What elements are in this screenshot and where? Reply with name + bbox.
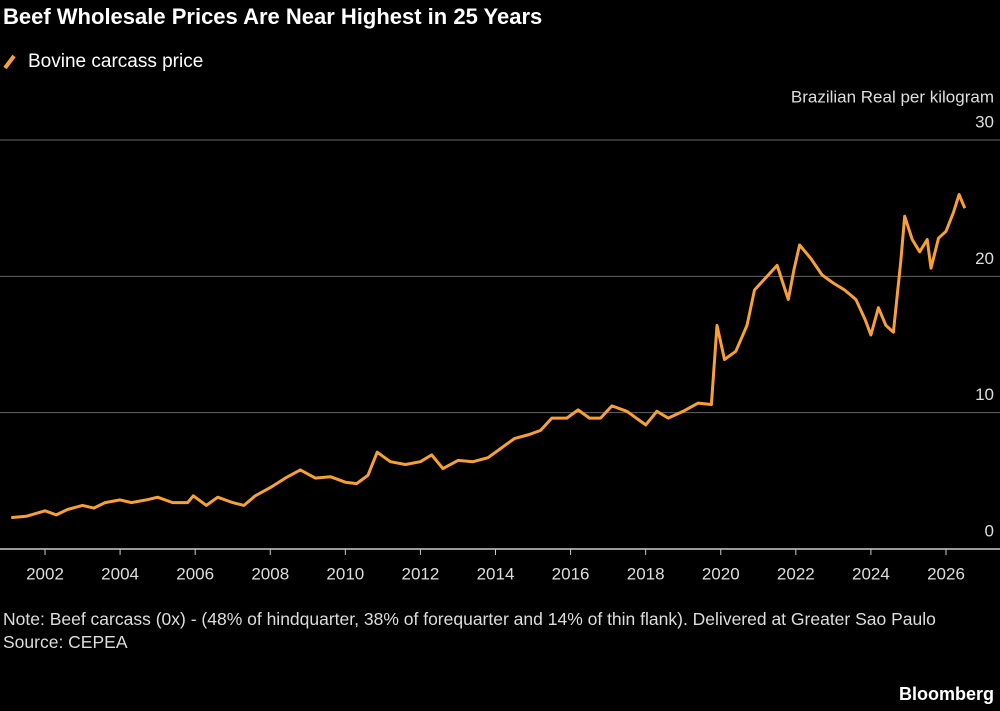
y-tick-label: 0 xyxy=(985,521,994,540)
legend-swatch xyxy=(3,54,16,70)
x-tick-label: 2024 xyxy=(852,564,890,583)
x-tick-label: 2006 xyxy=(176,564,214,583)
x-tick-label: 2002 xyxy=(26,564,64,583)
y-tick-label: 10 xyxy=(975,385,994,404)
chart-title: Beef Wholesale Prices Are Near Highest i… xyxy=(3,4,542,29)
y-tick-label: 20 xyxy=(975,249,994,268)
note: Note: Beef carcass (0x) - (48% of hindqu… xyxy=(3,609,936,629)
credit: Bloomberg xyxy=(899,684,994,704)
x-tick-label: 2004 xyxy=(101,564,139,583)
x-tick-label: 2026 xyxy=(927,564,965,583)
x-tick-label: 2014 xyxy=(477,564,515,583)
legend-label: Bovine carcass price xyxy=(28,51,203,72)
x-tick-label: 2010 xyxy=(326,564,364,583)
x-tick-label: 2020 xyxy=(702,564,740,583)
x-tick-label: 2008 xyxy=(251,564,289,583)
x-tick-label: 2016 xyxy=(552,564,590,583)
footnotes: Note: Beef carcass (0x) - (48% of hindqu… xyxy=(3,608,993,654)
data-line xyxy=(11,193,967,520)
y-tick-label: 30 xyxy=(975,112,994,131)
x-tick-label: 2022 xyxy=(777,564,815,583)
source: Source: CEPEA xyxy=(3,632,128,652)
x-tick-label: 2018 xyxy=(627,564,665,583)
x-tick-label: 2012 xyxy=(402,564,440,583)
y-axis-label: Brazilian Real per kilogram xyxy=(791,87,994,106)
